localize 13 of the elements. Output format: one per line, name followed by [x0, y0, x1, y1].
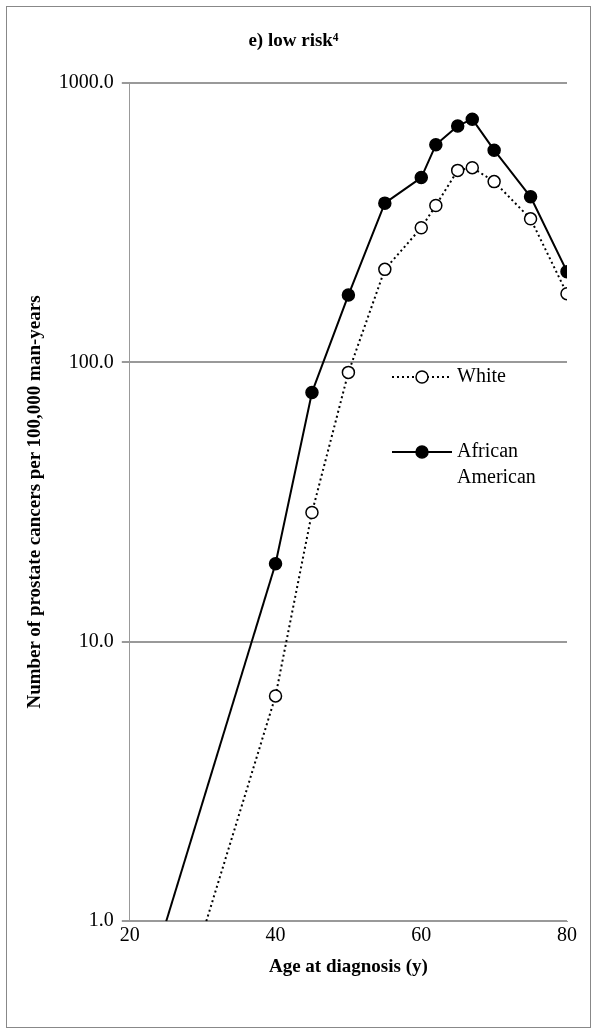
chart-title: e) low risk⁴: [248, 29, 339, 52]
x-tick-label: 20: [119, 923, 140, 946]
x-tick-label: 40: [265, 923, 286, 946]
x-axis-title: Age at diagnosis (y): [268, 954, 428, 977]
y-tick-label: 10.0: [78, 628, 114, 651]
x-tick-label: 60: [411, 923, 432, 946]
legend-label: White: [457, 364, 506, 387]
x-tick-label: 80: [557, 923, 577, 946]
y-tick-label: 1000.0: [58, 70, 114, 93]
legend-label: African American: [457, 439, 536, 488]
y-axis-title: Number of prostate cancers per 100,000 man-years: [23, 295, 45, 709]
y-tick-label: 1.0: [88, 908, 114, 931]
y-tick-label: 100.0: [68, 349, 114, 372]
